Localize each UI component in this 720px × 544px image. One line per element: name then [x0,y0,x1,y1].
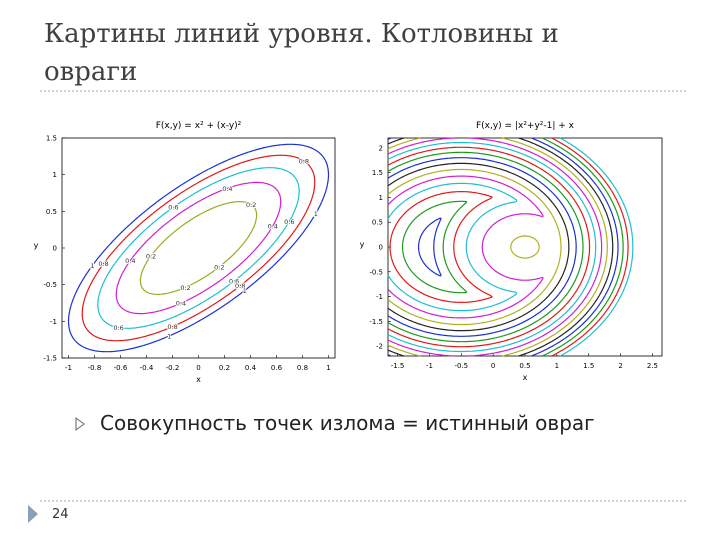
contour-line [81,154,316,342]
contour-line [387,137,608,357]
y-tick-label: -1 [50,318,57,326]
x-tick-label: 0.6 [271,364,283,372]
y-tick-label: -0.5 [369,268,383,276]
contour-label: 0.8 [299,157,309,165]
x-tick-label: -0.6 [114,364,128,372]
x-tick-label: -0.5 [454,362,468,370]
contour-line [97,167,300,329]
x-axis-label: x [523,373,528,382]
contour-label: 0.4 [222,185,232,193]
y-tick-label: 1.5 [372,169,383,177]
x-tick-label: -0.4 [140,364,154,372]
contour-label: 0.6 [229,278,239,286]
y-tick-label: 1 [53,171,57,179]
contour-line [417,217,442,277]
x-tick-label: 0.8 [297,364,308,372]
x-tick-label: 1 [326,364,330,372]
y-tick-label: -1.5 [43,355,57,363]
y-tick-label: -2 [376,343,383,351]
page-marker [28,505,38,523]
x-tick-label: 2.5 [647,362,658,370]
contour-label: 0.8 [235,282,245,290]
x-tick-label: 1.5 [583,362,594,370]
contour-label: 1 [167,333,171,341]
x-tick-label: 0 [196,364,200,372]
y-tick-label: 0 [53,245,57,253]
contour-label: 0.6 [284,218,294,226]
contour-label: 0.2 [180,284,190,292]
plot-area [387,137,663,357]
contour-label: 0.8 [98,260,108,268]
contour-line [387,168,562,326]
x-tick-label: -1 [426,362,433,370]
contour-label: 0.2 [146,252,156,260]
contour-line [387,146,591,348]
y-tick-label: 1 [379,194,383,202]
contour-label: 0.8 [167,323,177,331]
slide-title: Картины линий уровня. Котловины и овраги [44,19,559,87]
x-tick-label: 1 [555,362,559,370]
contour-line [541,137,624,357]
contour-line [139,201,258,295]
contour-line [387,141,597,353]
y-axis-label: y [34,241,39,250]
y-tick-label: 0.5 [372,219,383,227]
contour-label: 0.4 [125,257,135,265]
plot-title: F(x,y) = x² + (x-y)² [156,121,242,131]
bullet-marker [75,417,85,431]
x-tick-label: -0.8 [88,364,102,372]
y-tick-label: 1.5 [46,135,57,143]
contour-label: 0.4 [268,223,278,231]
y-tick-label: -1.5 [369,318,383,326]
contour-line [389,191,493,303]
contour-line [387,162,570,332]
contour-line [559,137,634,357]
x-axis-label: x [196,375,201,384]
contour-line [387,151,584,343]
x-tick-label: -1.5 [391,362,405,370]
contour-label: 1 [90,262,94,270]
contour-line [387,175,544,319]
page-number: 24 [52,507,69,522]
charts: F(x,y) = x² + (x-y)² x y -1 -0.8 -0.6 -0.4 -0.2… [34,121,663,384]
contour-line [387,137,603,357]
contour-label: 0.6 [113,324,123,332]
bullet-text: Совокупность точек излома = истинный овр… [100,411,595,435]
x-tick-label: -1 [65,364,72,372]
y-tick-label: 0.5 [46,208,57,216]
contour-line [551,137,629,357]
contour-line [115,181,282,315]
contour-label: 0.4 [176,300,186,308]
x-tick-label: -0.2 [166,364,180,372]
contour-label: 0.2 [246,201,256,209]
contour-label: 0.6 [168,204,178,212]
plot-area [61,137,336,359]
x-tick-label: 0.4 [245,364,257,372]
contour-line [387,182,518,312]
y-axis-label: y [360,240,365,249]
contour-label: 1 [314,210,318,218]
x-tick-label: 0.2 [219,364,230,372]
x-tick-label: 0.5 [519,362,530,370]
contour-line [401,200,468,294]
y-tick-label: -1 [376,293,383,301]
plot-title: F(x,y) = |x²+y²-1| + x [476,121,575,131]
contour-label: 1 [243,287,247,295]
y-tick-label: -0.5 [43,281,57,289]
y-tick-label: 0 [379,244,383,252]
contour-line [387,157,577,337]
contour-line [387,137,614,357]
x-tick-label: 2 [618,362,622,370]
contour-label: 0.2 [214,263,224,271]
contour-line [67,143,330,353]
y-tick-label: 2 [379,144,383,152]
contour-line [387,137,619,357]
x-tick-label: 0 [491,362,495,370]
